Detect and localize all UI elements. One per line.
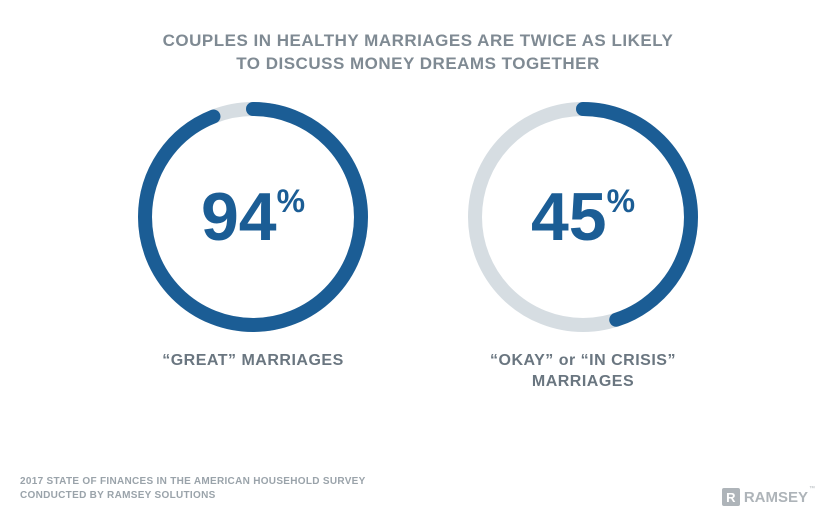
chart-okay: 45 % “OKAY” or “IN CRISIS” MARRIAGES — [468, 102, 698, 393]
chart-great: 94 % “GREAT” MARRIAGES — [138, 102, 368, 393]
donut-center-great: 94 % — [138, 102, 368, 332]
percent-sign-okay: % — [607, 185, 635, 217]
value-okay: 45 — [531, 183, 607, 251]
label-okay: “OKAY” or “IN CRISIS” MARRIAGES — [490, 350, 676, 393]
label-great: “GREAT” MARRIAGES — [162, 350, 344, 372]
value-great: 94 — [201, 183, 277, 251]
ramsey-logo-text: RAMSEY — [744, 490, 808, 505]
ramsey-logo-r: R — [726, 491, 735, 504]
donut-okay: 45 % — [468, 102, 698, 332]
infographic-page: COUPLES IN HEALTHY MARRIAGES ARE TWICE A… — [0, 0, 836, 524]
label-okay-line1: “OKAY” or “IN CRISIS” — [490, 352, 676, 369]
ramsey-logo: R RAMSEY ™ — [722, 488, 814, 506]
percent-sign-great: % — [277, 185, 305, 217]
source-footnote: 2017 STATE OF FINANCES IN THE AMERICAN H… — [20, 475, 366, 502]
ramsey-logo-tm: ™ — [809, 486, 815, 492]
label-okay-line2: MARRIAGES — [532, 373, 634, 390]
source-line-2: CONDUCTED BY RAMSEY SOLUTIONS — [20, 490, 216, 501]
title-line-2: TO DISCUSS MONEY DREAMS TOGETHER — [236, 54, 600, 73]
charts-row: 94 % “GREAT” MARRIAGES 45 % “OKAY” or “I… — [20, 102, 816, 393]
page-title: COUPLES IN HEALTHY MARRIAGES ARE TWICE A… — [20, 30, 816, 76]
title-line-1: COUPLES IN HEALTHY MARRIAGES ARE TWICE A… — [163, 31, 674, 50]
ramsey-logo-box: R — [722, 488, 740, 506]
donut-center-okay: 45 % — [468, 102, 698, 332]
source-line-1: 2017 STATE OF FINANCES IN THE AMERICAN H… — [20, 476, 366, 487]
donut-great: 94 % — [138, 102, 368, 332]
label-great-line1: “GREAT” MARRIAGES — [162, 352, 344, 369]
